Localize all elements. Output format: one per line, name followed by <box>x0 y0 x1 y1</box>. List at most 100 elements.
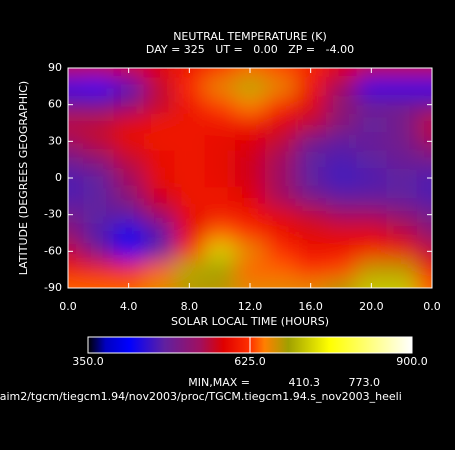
field-cell <box>204 132 236 151</box>
field-cell <box>386 278 418 288</box>
field-cell <box>325 95 357 115</box>
x-tick-label: 16.0 <box>298 300 323 313</box>
x-tick-label: 8.0 <box>181 300 199 313</box>
field-cell <box>83 223 114 243</box>
field-cell <box>113 223 145 243</box>
field-cell <box>83 132 114 151</box>
field-cell <box>356 260 387 280</box>
field-cell <box>68 168 84 188</box>
colorbar-tick-label: 625.0 <box>234 355 266 368</box>
field-cell <box>83 187 114 206</box>
field-cell <box>325 242 357 261</box>
field-cell <box>416 68 432 78</box>
field-cell <box>265 260 296 280</box>
field-cell <box>386 223 418 243</box>
y-tick-label: 30 <box>48 134 62 147</box>
x-tick-label: 0.0 <box>423 300 441 313</box>
field-cell <box>325 223 357 243</box>
field-cell <box>143 223 175 243</box>
field-cell <box>295 205 327 225</box>
field-cell <box>356 77 387 96</box>
field-cell <box>265 187 296 206</box>
field-cell <box>113 77 145 96</box>
field-cell <box>265 205 296 225</box>
field-cell <box>234 95 266 115</box>
field-cell <box>234 113 266 133</box>
field-cell <box>204 168 236 188</box>
field-cell <box>143 150 175 170</box>
field-cell <box>174 168 205 188</box>
field-cell <box>143 205 175 225</box>
field-cell <box>204 205 236 225</box>
footer-path: /aim2/tgcm/tiegcm1.94/nov2003/proc/TGCM.… <box>0 390 402 403</box>
field-cell <box>295 132 327 151</box>
field-cell <box>386 260 418 280</box>
field-cell <box>416 242 432 261</box>
field-cell <box>386 205 418 225</box>
field-cell <box>174 260 205 280</box>
field-cell <box>416 187 432 206</box>
field-cell <box>295 223 327 243</box>
field-cell <box>416 223 432 243</box>
y-tick-label: -30 <box>44 208 62 221</box>
field-cell <box>113 187 145 206</box>
field-cell <box>356 95 387 115</box>
field-cell <box>113 95 145 115</box>
field-cell <box>325 132 357 151</box>
field-cell <box>113 242 145 261</box>
field-cell <box>204 113 236 133</box>
field-cell <box>386 168 418 188</box>
field-cell <box>143 68 175 78</box>
field-cell <box>83 168 114 188</box>
field-cell <box>356 132 387 151</box>
field-cell <box>143 278 175 288</box>
field-cell <box>68 132 84 151</box>
field-cell <box>113 150 145 170</box>
field-cell <box>356 223 387 243</box>
field-cell <box>234 132 266 151</box>
field-cell <box>113 113 145 133</box>
x-tick-label: 0.0 <box>59 300 77 313</box>
field-cell <box>204 150 236 170</box>
field-cell <box>295 77 327 96</box>
field-cell <box>386 77 418 96</box>
field-cell <box>416 150 432 170</box>
field-cell <box>204 260 236 280</box>
field-cell <box>68 77 84 96</box>
field-cell <box>68 242 84 261</box>
field-cell <box>83 242 114 261</box>
colorbar-tick-label: 900.0 <box>396 355 428 368</box>
field-cell <box>265 77 296 96</box>
field-cell <box>174 205 205 225</box>
field-cell <box>143 132 175 151</box>
field-cell <box>386 187 418 206</box>
field-cell <box>416 205 432 225</box>
field-cell <box>204 68 236 78</box>
field-cell <box>265 242 296 261</box>
field-cell <box>83 113 114 133</box>
field-cell <box>234 242 266 261</box>
field-cell <box>83 260 114 280</box>
field-cell <box>356 187 387 206</box>
field-cell <box>265 113 296 133</box>
field-cell <box>204 223 236 243</box>
field-cell <box>416 260 432 280</box>
min-value: 410.3 <box>289 376 321 389</box>
field-cell <box>416 168 432 188</box>
field <box>68 68 432 288</box>
field-cell <box>113 260 145 280</box>
plot-area <box>68 68 432 288</box>
field-cell <box>143 168 175 188</box>
field-cell <box>386 95 418 115</box>
field-cell <box>295 150 327 170</box>
field-cell <box>265 95 296 115</box>
field-cell <box>204 187 236 206</box>
colorbar-tick-label: 350.0 <box>72 355 104 368</box>
field-cell <box>68 95 84 115</box>
field-cell <box>265 278 296 288</box>
field-cell <box>83 95 114 115</box>
field-cell <box>356 168 387 188</box>
field-cell <box>174 223 205 243</box>
field-cell <box>68 113 84 133</box>
field-cell <box>295 95 327 115</box>
